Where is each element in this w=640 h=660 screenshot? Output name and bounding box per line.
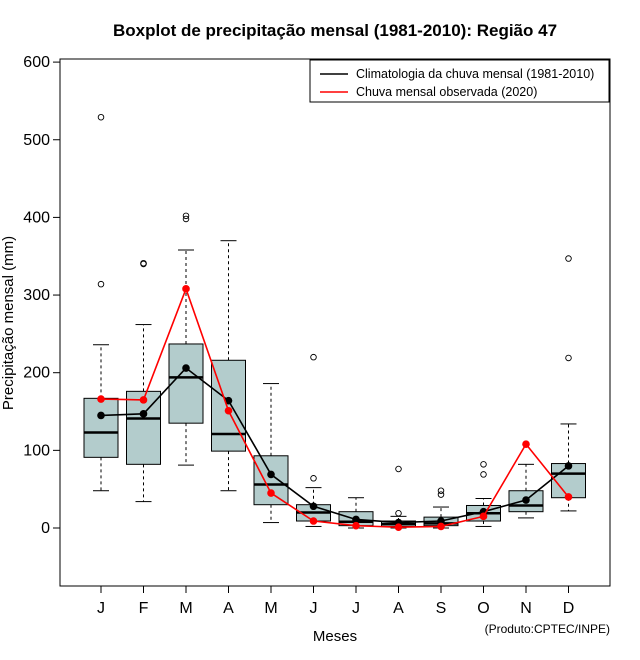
- series-point: [267, 470, 275, 479]
- y-axis: 0 100 200 300 400 500 600: [23, 54, 60, 537]
- series-point: [267, 489, 275, 497]
- outlier-point: [310, 475, 317, 482]
- box-6: [296, 353, 331, 527]
- series-point: [309, 502, 318, 511]
- series-point: [139, 410, 148, 418]
- y-tick-label: 600: [23, 54, 50, 71]
- series-point: [224, 406, 233, 415]
- x-tick-label: O: [477, 600, 489, 617]
- outlier-point: [97, 280, 105, 288]
- series-line: [100, 366, 570, 524]
- outlier-point: [182, 212, 190, 220]
- series-point: [522, 440, 530, 448]
- x-tick-label: M: [179, 600, 192, 617]
- series-point: [352, 515, 360, 524]
- series-point: [97, 395, 105, 403]
- series-point: [352, 521, 360, 530]
- y-tick-label: 200: [23, 365, 50, 382]
- y-tick-label: 500: [23, 132, 50, 149]
- x-tick-label: F: [139, 600, 149, 617]
- series-point: [394, 523, 403, 532]
- series-point: [564, 493, 573, 501]
- legend-box: [309, 59, 610, 103]
- series-point: [564, 462, 573, 470]
- series-observed: [97, 285, 573, 532]
- x-tick-label: J: [310, 600, 318, 617]
- outlier-point: [565, 255, 572, 262]
- outlier-point: [140, 259, 147, 267]
- y-axis-label: Precipitação mensal (mm): [0, 236, 17, 410]
- y-tick-label: 0: [41, 520, 50, 537]
- series-point: [479, 512, 488, 521]
- y-tick-label: 100: [23, 442, 50, 459]
- outlier-point: [395, 509, 402, 517]
- credit-text: (Produto:CPTEC/INPE): [485, 622, 610, 636]
- box-2: [126, 259, 161, 503]
- series-point: [139, 396, 148, 404]
- x-tick-label: A: [393, 600, 404, 617]
- box-iqr: [211, 359, 246, 452]
- box-12: [551, 255, 586, 512]
- outlier-point: [437, 491, 445, 498]
- x-tick-label: N: [520, 600, 532, 617]
- x-tick-label: A: [223, 600, 234, 617]
- chart-title: Boxplot de precipitação mensal (1981-201…: [113, 21, 557, 40]
- box-8: [381, 465, 416, 529]
- x-tick-label: M: [264, 600, 277, 617]
- series-point: [182, 364, 190, 372]
- x-axis-label: Meses: [313, 628, 357, 645]
- box-iqr: [168, 343, 204, 424]
- x-tick-label: S: [436, 600, 447, 617]
- box-iqr: [253, 455, 289, 506]
- box-3: [168, 212, 204, 466]
- x-tick-label: J: [97, 600, 105, 617]
- outlier-point: [395, 465, 402, 473]
- box-1: [83, 113, 119, 492]
- series-point: [437, 522, 445, 531]
- box-5: [253, 383, 289, 524]
- series-point: [224, 396, 233, 405]
- outlier-point: [480, 471, 487, 478]
- x-tick-label: J: [352, 600, 360, 617]
- legend-label-climatology: Climatologia da chuva mensal (1981-2010): [356, 67, 594, 81]
- y-tick-label: 300: [23, 287, 50, 304]
- box-iqr: [83, 397, 119, 458]
- series-point: [182, 285, 190, 293]
- outlier-point: [182, 215, 190, 223]
- plot-area: [83, 113, 586, 532]
- box-4: [211, 240, 246, 492]
- series-point: [309, 517, 318, 525]
- series-point: [522, 496, 530, 504]
- outlier-point: [97, 113, 105, 121]
- series-point: [97, 411, 105, 420]
- outlier-point: [437, 487, 445, 494]
- series-climatology: [97, 364, 573, 527]
- series-line: [100, 286, 570, 529]
- legend: Climatologia da chuva mensal (1981-2010)…: [309, 59, 610, 103]
- y-tick-label: 400: [23, 209, 50, 226]
- outlier-point: [480, 461, 487, 468]
- outlier-point: [565, 354, 572, 362]
- outlier-point: [310, 353, 317, 361]
- x-tick-label: D: [563, 600, 575, 617]
- plot-frame: [59, 58, 611, 587]
- legend-label-observed: Chuva mensal observada (2020): [356, 85, 537, 99]
- series-point: [437, 517, 445, 525]
